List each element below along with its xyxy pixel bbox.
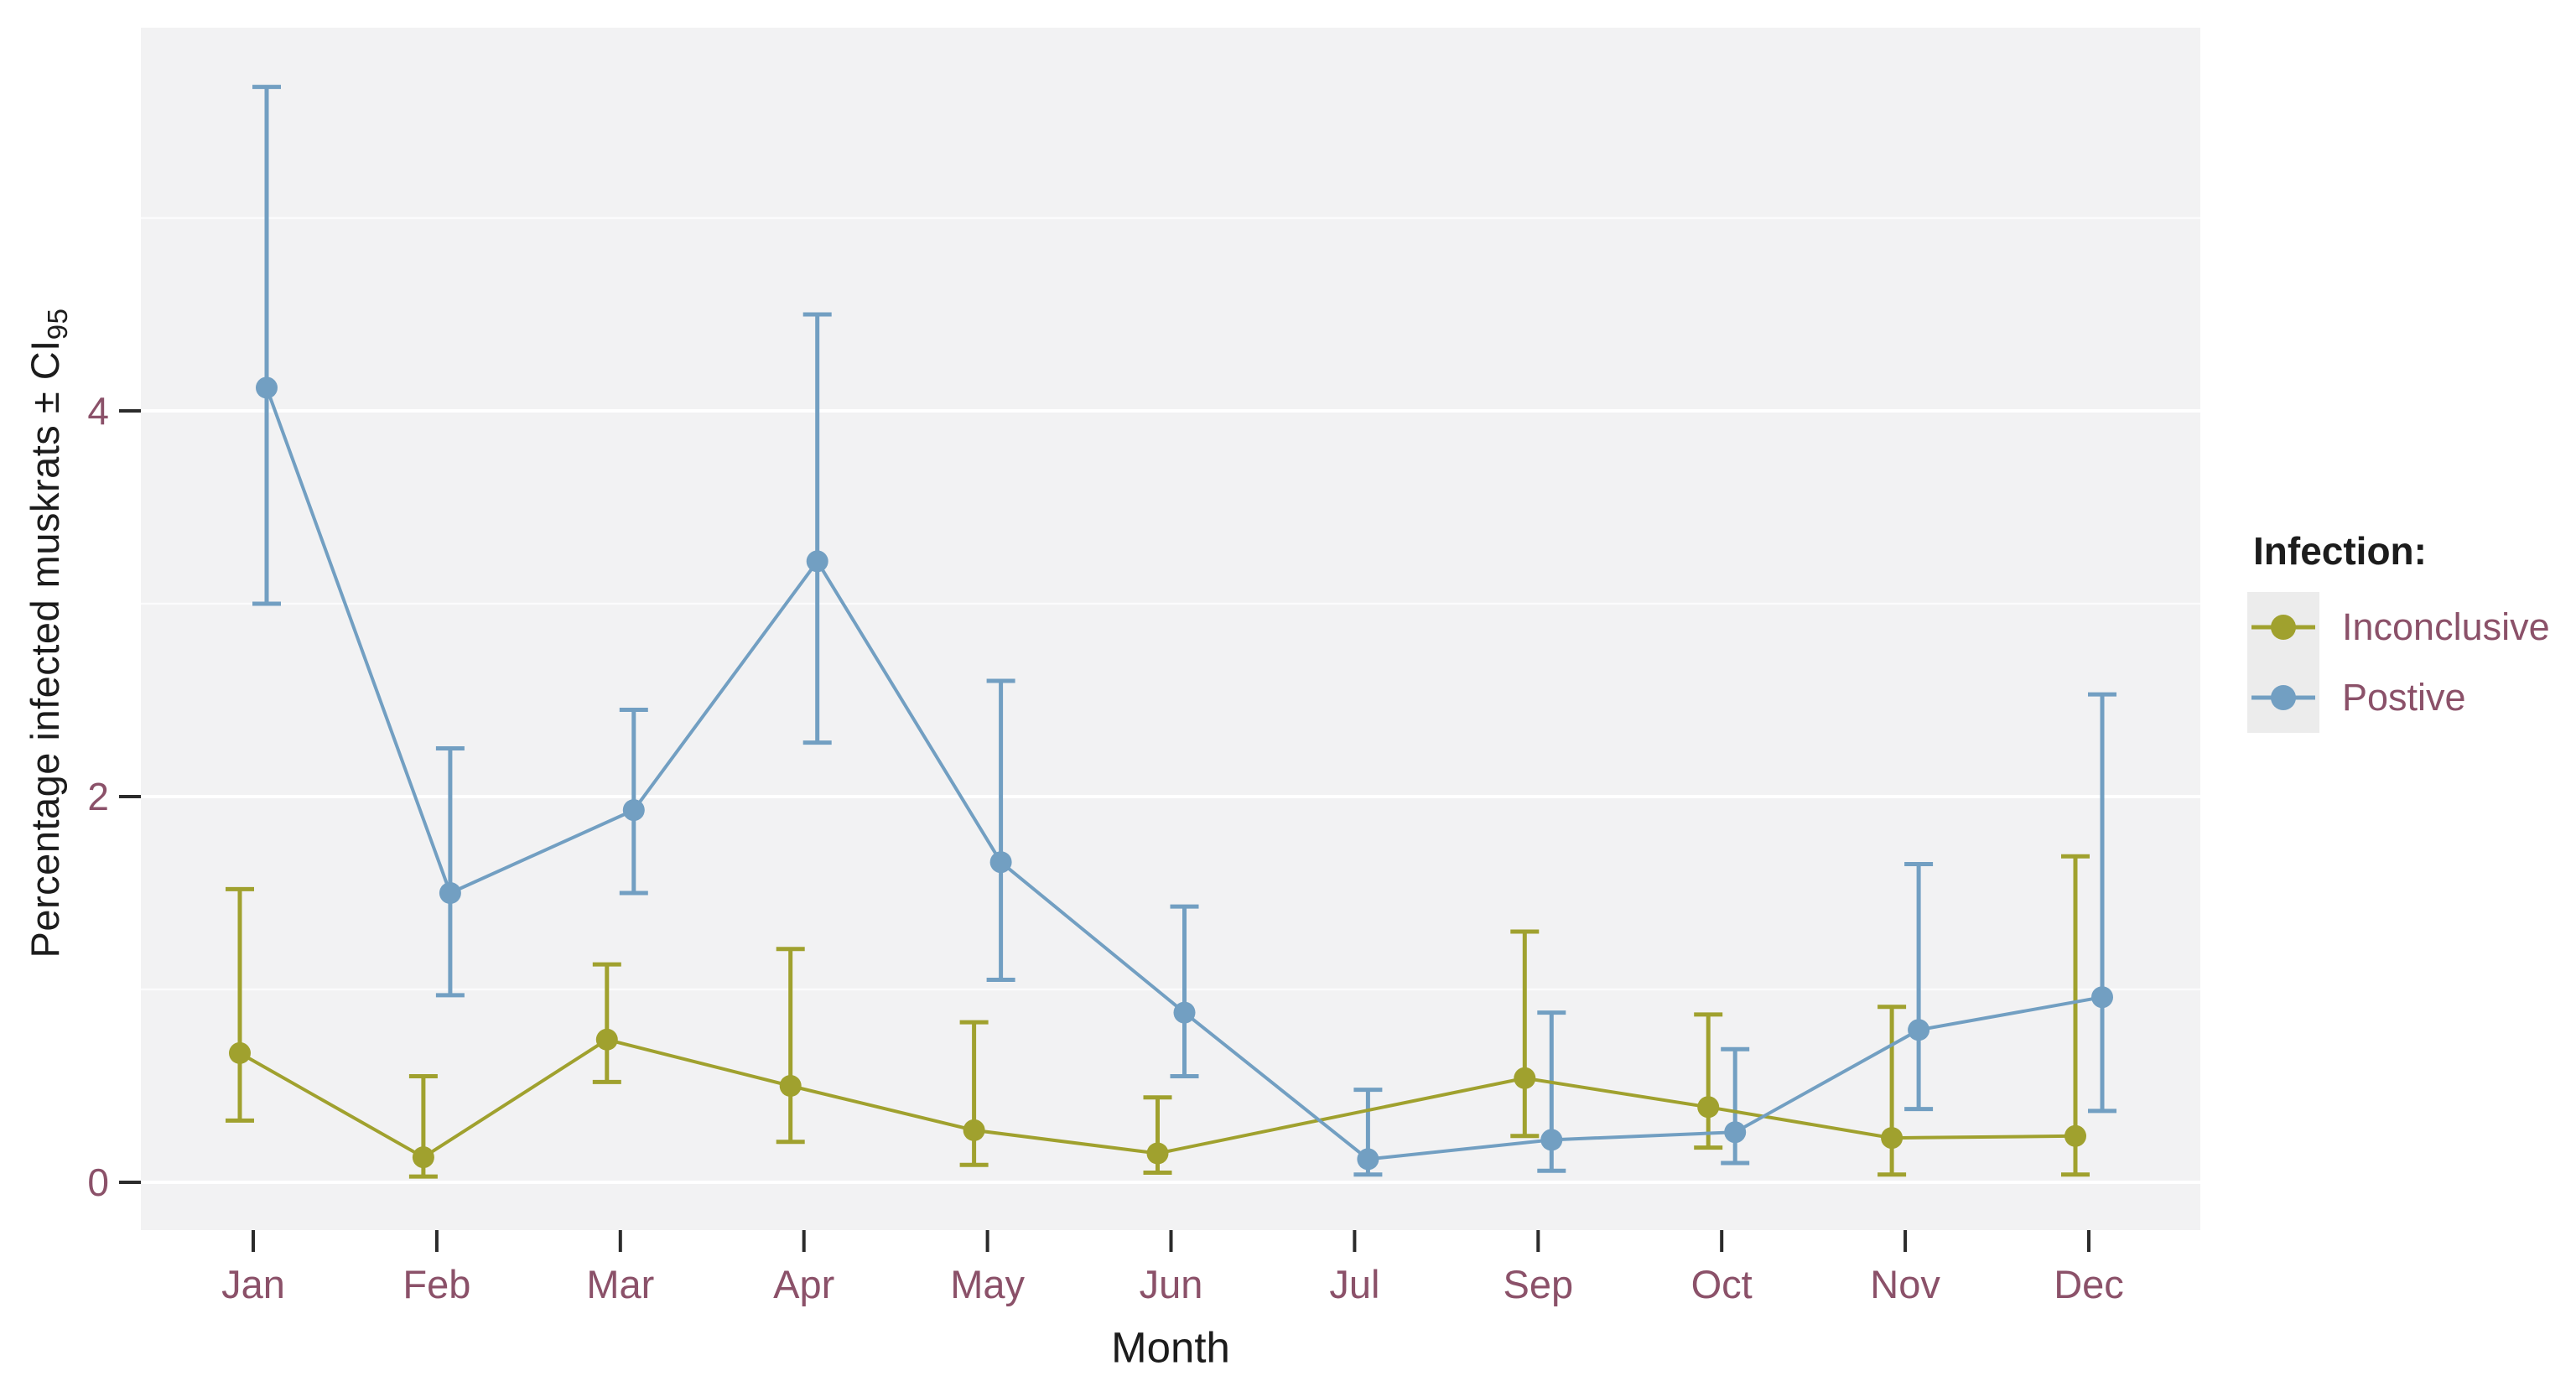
data-point-postive bbox=[1724, 1121, 1747, 1144]
x-tick-label: Dec bbox=[2054, 1262, 2124, 1306]
x-tick-label: Jan bbox=[221, 1262, 285, 1306]
data-point-postive bbox=[256, 376, 278, 399]
series-line-inconclusive bbox=[239, 1037, 2076, 1160]
y-axis-title-subscript: 95 bbox=[42, 308, 74, 340]
data-point-postive bbox=[989, 851, 1012, 874]
x-tick-label: May bbox=[950, 1262, 1025, 1306]
legend-item-postive: Postive bbox=[2247, 662, 2550, 733]
legend: Infection: Inconclusive Postive bbox=[2247, 528, 2550, 733]
data-point-inconclusive bbox=[412, 1146, 434, 1169]
x-tick-label: Jun bbox=[1140, 1262, 1203, 1306]
data-point-postive bbox=[1357, 1148, 1379, 1171]
data-point-inconclusive bbox=[779, 1075, 802, 1097]
x-tick-label: Jul bbox=[1329, 1262, 1379, 1306]
data-point-inconclusive bbox=[2064, 1124, 2086, 1147]
x-tick-label: Mar bbox=[586, 1262, 654, 1306]
data-point-postive bbox=[1173, 1001, 1196, 1024]
x-tick-label: Apr bbox=[773, 1262, 834, 1306]
y-axis-title-text: Percentage infected muskrats ± CI bbox=[22, 340, 67, 958]
data-point-postive bbox=[1908, 1019, 1930, 1041]
plot-panel bbox=[141, 28, 2200, 1230]
x-tick-label: Oct bbox=[1691, 1262, 1753, 1306]
legend-item-inconclusive: Inconclusive bbox=[2247, 592, 2550, 662]
data-point-postive bbox=[439, 882, 461, 904]
data-point-postive bbox=[1540, 1129, 1563, 1151]
y-tick-label: 0 bbox=[87, 1161, 109, 1204]
data-point-postive bbox=[806, 550, 828, 573]
data-point-postive bbox=[2091, 986, 2113, 1009]
data-point-inconclusive bbox=[1881, 1127, 1903, 1150]
legend-title: Infection: bbox=[2253, 529, 2427, 573]
x-tick-label: Feb bbox=[402, 1262, 470, 1306]
x-tick-label: Sep bbox=[1503, 1262, 1573, 1306]
data-point-inconclusive bbox=[595, 1028, 618, 1051]
legend-key-inconclusive bbox=[2247, 592, 2319, 662]
data-point-inconclusive bbox=[1146, 1142, 1169, 1165]
legend-item-label: Inconclusive bbox=[2342, 605, 2550, 648]
data-point-inconclusive bbox=[1697, 1096, 1720, 1119]
y-tick-label: 4 bbox=[87, 389, 109, 433]
x-tick-label: Nov bbox=[1870, 1262, 1940, 1306]
data-point-inconclusive bbox=[1514, 1067, 1536, 1089]
y-axis-title: Percentage infected muskrats ± CI95 bbox=[22, 309, 74, 958]
data-point-inconclusive bbox=[963, 1119, 985, 1141]
legend-item-label: Postive bbox=[2342, 676, 2466, 719]
legend-key-postive bbox=[2247, 662, 2319, 733]
data-point-inconclusive bbox=[229, 1041, 251, 1064]
data-point-postive bbox=[622, 799, 645, 822]
y-tick-label: 2 bbox=[87, 775, 109, 818]
x-axis-title: Month bbox=[1111, 1323, 1230, 1372]
